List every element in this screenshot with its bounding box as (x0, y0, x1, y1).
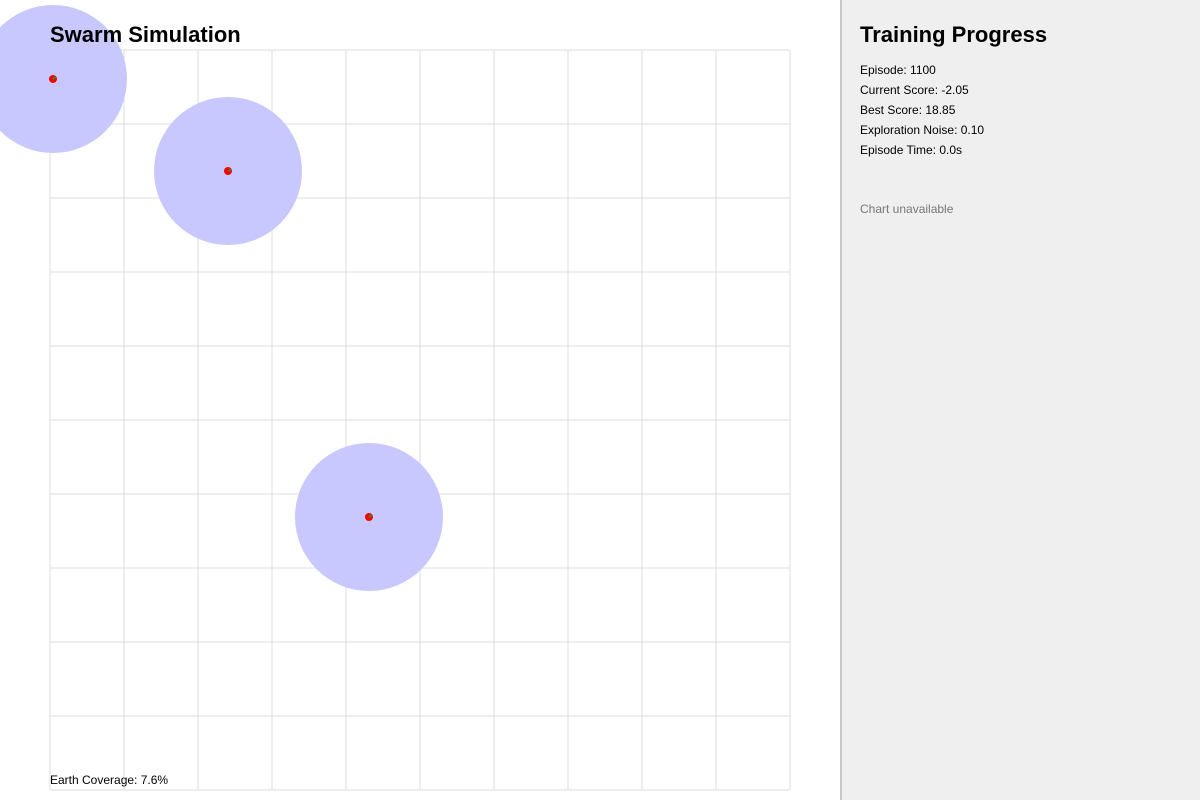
stat-label: Best Score (860, 103, 919, 117)
agent[interactable] (295, 443, 443, 591)
agent-coverage-area (0, 5, 127, 153)
stat-value: 18.85 (925, 103, 956, 117)
stat-episode-time: Episode Time: 0.0s (860, 143, 963, 157)
earth-coverage-readout: Earth Coverage: 7.6% (50, 773, 169, 787)
simulation-canvas[interactable] (0, 0, 840, 800)
agent[interactable] (0, 5, 127, 153)
stat-label: Episode (860, 63, 904, 77)
stat-episode: Episode: 1100 (860, 63, 936, 77)
training-progress-panel: Training Progress Episode: 1100 Current … (840, 0, 1200, 800)
agent-heading-indicator (368, 514, 373, 518)
stat-value: -2.05 (941, 83, 969, 97)
simulation-title: Swarm Simulation (50, 22, 241, 47)
stat-label: Current Score (860, 83, 935, 97)
stat-value: 1100 (910, 63, 936, 77)
stat-label: Episode Time (860, 143, 933, 157)
stat-best-score: Best Score: 18.85 (860, 103, 956, 117)
earth-coverage-label: Earth Coverage (50, 773, 135, 787)
agents (0, 5, 443, 591)
chart-unavailable-message: Chart unavailable (860, 202, 954, 216)
stat-value: 0.10 (960, 123, 985, 137)
stat-current-score: Current Score: -2.05 (860, 83, 969, 97)
agent[interactable] (154, 97, 302, 245)
stat-value: 0.0s (939, 143, 963, 157)
stat-label: Exploration Noise (860, 123, 955, 137)
agent-heading-indicator (52, 76, 57, 80)
agent-heading-indicator (227, 168, 232, 172)
panel-title: Training Progress (860, 22, 1048, 47)
earth-coverage-value: 7.6% (140, 773, 169, 787)
stat-exploration-noise: Exploration Noise: 0.10 (860, 123, 985, 137)
simulation-area: Swarm Simulation Earth Coverage: 7.6% (0, 0, 840, 800)
